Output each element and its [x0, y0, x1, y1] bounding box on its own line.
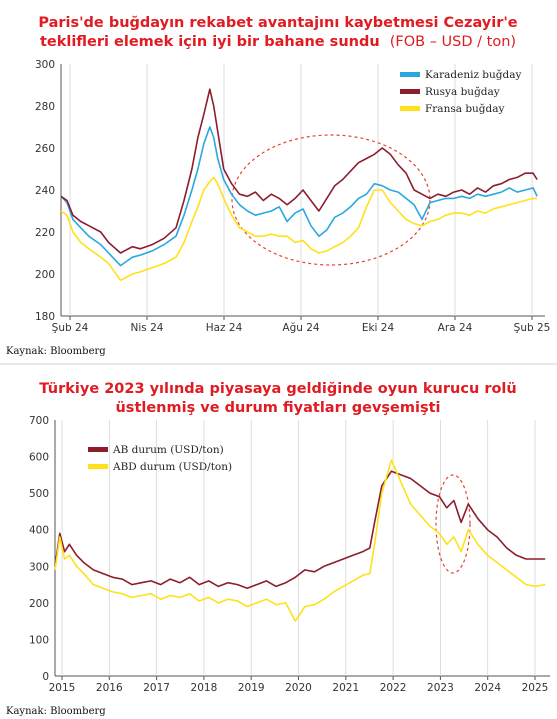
x-tick-label: Ağu 24 [282, 322, 320, 334]
legend-swatch-2 [400, 89, 420, 94]
series-line-1 [60, 126, 538, 267]
chart-2-series [54, 459, 546, 622]
x-tick-label: 2019 [238, 682, 265, 694]
x-tick-label: 2018 [191, 682, 218, 694]
series-line-2 [54, 459, 546, 622]
legend-swatch-1 [400, 72, 420, 77]
x-tick-label: 2015 [49, 682, 76, 694]
chart-1-grid [60, 64, 545, 320]
y-tick-label: 280 [35, 101, 55, 113]
y-tick-label: 100 [29, 634, 49, 646]
chart-2-grid [54, 420, 550, 680]
chart-2-source: Kaynak: Bloomberg [6, 706, 106, 717]
y-tick-label: 260 [35, 143, 55, 155]
x-tick-label: Nis 24 [131, 322, 164, 334]
chart-1: Paris'de buğdayın rekabet avantajını kay… [6, 15, 550, 357]
legend-label-1: AB durum (USD/ton) [112, 444, 224, 456]
series-line-3 [60, 176, 538, 282]
chart-2-highlight-ellipse [435, 474, 471, 574]
chart-1-legend: Karadeniz buğday Rusya buğday Fransa buğda… [400, 68, 521, 115]
x-tick-label: Şub 24 [52, 322, 89, 334]
chart-1-source: Kaynak: Bloomberg [6, 346, 106, 357]
x-tick-label: Ara 24 [438, 322, 473, 334]
chart-2-legend: AB durum (USD/ton) ABD durum (USD/ton) [88, 444, 232, 473]
chart-1-title-line-1: Paris'de buğdayın rekabet avantajını kay… [38, 15, 517, 31]
y-tick-label: 300 [35, 59, 55, 71]
y-tick-label: 700 [29, 415, 49, 427]
x-tick-label: 2025 [522, 682, 549, 694]
y-tick-label: 200 [35, 269, 55, 281]
x-tick-label: Şub 25 [514, 322, 551, 334]
y-tick-label: 220 [35, 227, 55, 239]
y-tick-label: 300 [29, 561, 49, 573]
x-tick-label: 2022 [380, 682, 407, 694]
x-tick-label: 2016 [96, 682, 123, 694]
series-line-1 [54, 470, 546, 589]
chart-1-title-line-2: teklifleri elemek için iyi bir bahane su… [40, 34, 516, 50]
x-tick-label: 2024 [474, 682, 501, 694]
chart-1-x-ticks: Şub 24 Nis 24 Haz 24 Ağu 24 Eki 24 Ara 24 Şub … [52, 322, 551, 334]
y-tick-label: 180 [35, 311, 55, 323]
legend-label-2: Rusya buğday [425, 85, 500, 98]
chart-1-y-ticks: 180 200 220 240 260 280 300 [35, 59, 55, 323]
chart-2-title-line-1: Türkiye 2023 yılında piyasaya geldiğinde… [39, 381, 516, 397]
chart-2: Türkiye 2023 yılında piyasaya geldiğinde… [6, 381, 550, 717]
y-tick-label: 600 [29, 452, 49, 464]
legend-label-3: Fransa buğday [425, 102, 505, 115]
y-tick-label: 400 [29, 525, 49, 537]
y-tick-label: 0 [42, 671, 49, 683]
x-tick-label: 2021 [332, 682, 359, 694]
chart-2-x-ticks: 2015 2016 2017 2018 2019 2020 2021 2022 2023 2024… [49, 682, 549, 694]
chart-1-series [60, 88, 538, 282]
series-line-2 [60, 88, 538, 254]
y-tick-label: 240 [35, 185, 55, 197]
x-tick-label: Haz 24 [206, 322, 243, 334]
chart-1-title-line-2-text: teklifleri elemek için iyi bir bahane su… [40, 34, 380, 50]
legend-label-1: Karadeniz buğday [425, 68, 521, 81]
chart-2-title-line-2: üstlenmiş ve durum fiyatları gevşemişti [115, 400, 440, 416]
y-tick-label: 200 [29, 598, 49, 610]
legend-swatch-1 [88, 447, 108, 452]
x-tick-label: 2017 [143, 682, 170, 694]
legend-label-2: ABD durum (USD/ton) [112, 461, 232, 473]
legend-swatch-3 [400, 106, 420, 111]
chart-2-y-ticks: 0 100 200 300 400 500 600 700 [29, 415, 49, 683]
chart-1-title-unit: (FOB – USD / ton) [390, 34, 516, 50]
x-tick-label: Eki 24 [362, 322, 395, 334]
chart-1-highlight-ellipse [231, 134, 431, 266]
legend-swatch-2 [88, 464, 108, 469]
y-tick-label: 500 [29, 488, 49, 500]
x-tick-label: 2023 [427, 682, 454, 694]
x-tick-label: 2020 [285, 682, 312, 694]
